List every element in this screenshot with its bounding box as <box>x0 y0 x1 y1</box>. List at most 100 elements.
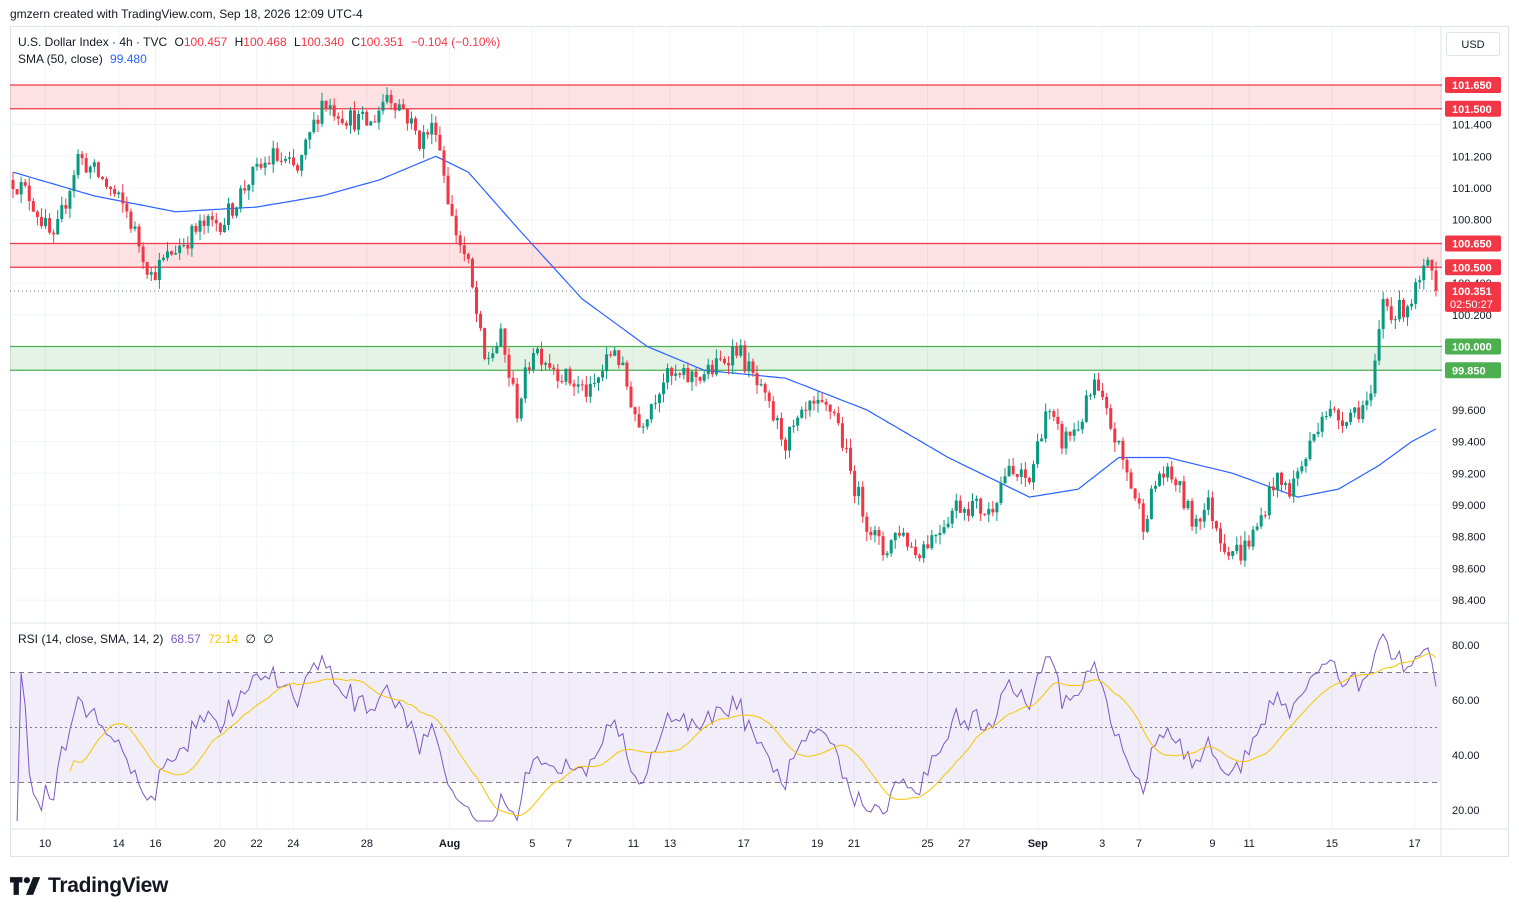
candle-body <box>1251 529 1255 547</box>
zone-price-tag-text: 101.500 <box>1452 104 1492 116</box>
candle-body <box>1214 521 1218 529</box>
candle-body <box>1418 280 1422 283</box>
candle-body <box>1145 519 1149 532</box>
candle-body <box>844 447 848 449</box>
candle-body <box>357 113 361 130</box>
candle-body <box>1044 411 1048 439</box>
candle-body <box>15 189 19 195</box>
candle-body <box>1182 481 1186 509</box>
candle-body <box>1349 412 1353 423</box>
candle-body <box>1080 421 1084 430</box>
sma-legend[interactable]: SMA (50, close) 99.480 <box>18 52 151 66</box>
time-axis-label: 15 <box>1326 838 1338 850</box>
tradingview-logo[interactable]: TradingView <box>10 874 168 898</box>
currency-selector[interactable]: USD <box>1446 32 1500 56</box>
rsi-axis-label: 40.00 <box>1452 750 1480 762</box>
candle-body <box>1109 408 1113 429</box>
candle-body <box>113 188 117 195</box>
candle-body <box>479 313 483 329</box>
candle-body <box>316 119 320 124</box>
change-value: −0.104 (−0.10%) <box>410 35 501 49</box>
candle-body <box>1219 528 1223 544</box>
candle-body <box>995 503 999 513</box>
candle-body <box>820 399 824 402</box>
candle-body <box>910 546 914 548</box>
candle-body <box>105 178 109 187</box>
candle-body <box>808 400 812 411</box>
candle-body <box>324 100 328 109</box>
candle-body <box>1357 407 1361 420</box>
candle-body <box>1060 423 1064 449</box>
candle-body <box>271 148 275 165</box>
candle-body <box>31 201 35 212</box>
candle-body <box>999 483 1003 504</box>
candle-body <box>1202 509 1206 522</box>
candle-body <box>35 211 39 217</box>
candle-body <box>389 94 393 104</box>
candle-body <box>914 546 918 556</box>
candle-body <box>840 423 844 448</box>
candle-body <box>897 532 901 536</box>
time-axis-label: 3 <box>1099 838 1105 850</box>
rsi-ma-line <box>69 653 1437 817</box>
candle-body <box>731 346 735 366</box>
time-axis-label: 28 <box>361 838 373 850</box>
candle-body <box>1210 497 1214 522</box>
candle-body <box>149 272 153 275</box>
candle-body <box>743 345 747 372</box>
candle-body <box>531 353 535 370</box>
candle-body <box>1072 429 1076 436</box>
candle-body <box>828 404 832 412</box>
candle-body <box>735 346 739 356</box>
candle-body <box>56 218 60 235</box>
candle-body <box>1158 473 1162 486</box>
candle-body <box>588 383 592 397</box>
candle-body <box>450 203 454 216</box>
candle-body <box>1422 265 1426 281</box>
candle-body <box>129 211 133 229</box>
candle-body <box>975 498 979 501</box>
candle-body <box>934 535 938 537</box>
candle-body <box>458 235 462 246</box>
price-axis-label: 98.800 <box>1452 532 1486 544</box>
candle-body <box>568 368 572 384</box>
candle-body <box>1084 395 1088 422</box>
candle-body <box>1153 485 1157 489</box>
candle-body <box>1300 466 1304 472</box>
candle-body <box>332 105 336 117</box>
rsi-legend[interactable]: RSI (14, close, SMA, 14, 2) 68.57 72.14 … <box>18 632 278 646</box>
candle-body <box>466 254 470 259</box>
candle-body <box>804 409 808 411</box>
candle-body <box>564 368 568 382</box>
candle-body <box>381 101 385 111</box>
candle-body <box>633 407 637 415</box>
candle-body <box>686 368 690 383</box>
candle-body <box>962 508 966 513</box>
sma-label: SMA (50, close) <box>18 52 103 66</box>
price-axis-label: 98.400 <box>1452 595 1486 607</box>
main-legend: U.S. Dollar Index · 4h · TVC O100.457 H1… <box>18 35 504 49</box>
candle-body <box>194 225 198 232</box>
candle-body <box>576 384 580 387</box>
candle-body <box>11 180 15 190</box>
candle-body <box>300 155 304 171</box>
candle-body <box>1227 551 1231 556</box>
candle-body <box>263 162 267 168</box>
candle-body <box>267 162 271 165</box>
sma-value: 99.480 <box>110 52 147 66</box>
candle-body <box>235 207 239 216</box>
candle-body <box>117 192 121 195</box>
candle-body <box>1149 488 1153 520</box>
candle-body <box>1178 481 1182 486</box>
zone-price-tag <box>1445 100 1501 117</box>
candle-body <box>560 381 564 383</box>
resistance-zone <box>10 84 1442 109</box>
candle-body <box>1170 466 1174 480</box>
candle-body <box>763 384 767 393</box>
close-label: C <box>351 35 361 49</box>
time-axis-label: 11 <box>628 838 639 850</box>
candle-body <box>942 527 946 533</box>
candle-body <box>548 363 552 368</box>
candle-body <box>60 205 64 219</box>
